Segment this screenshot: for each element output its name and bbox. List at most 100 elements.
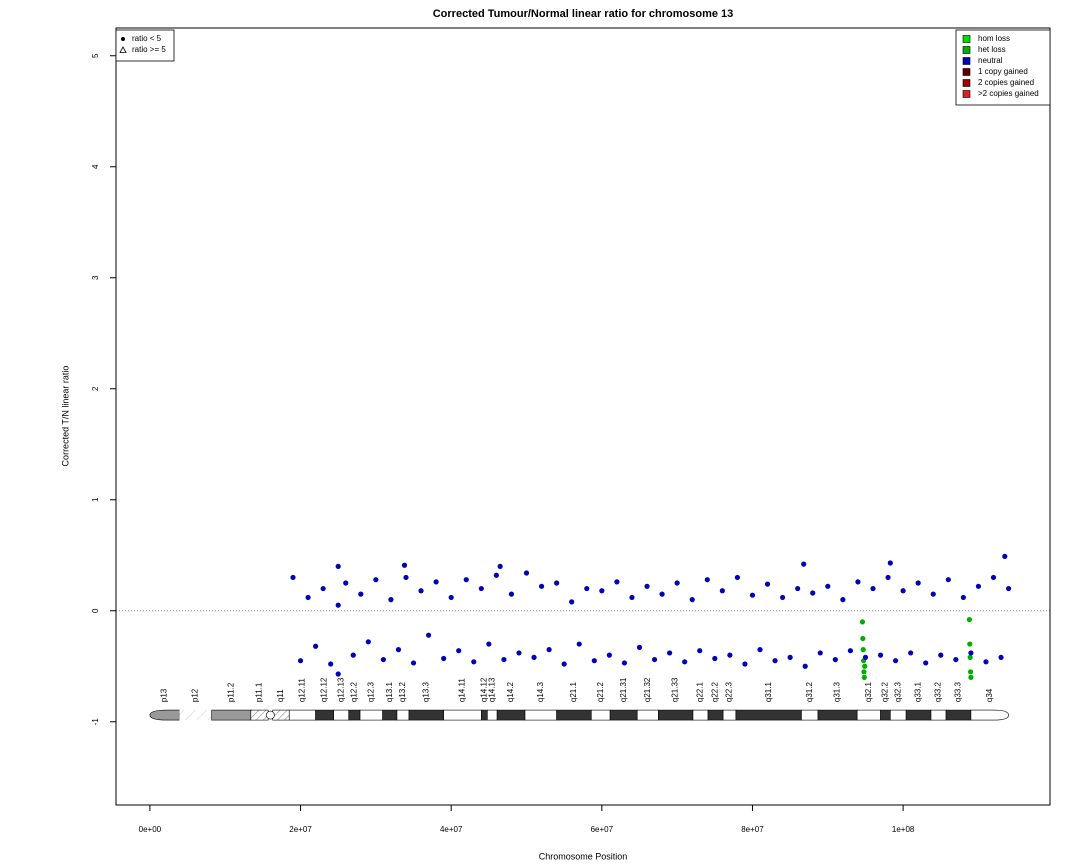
ideogram-band <box>930 709 947 721</box>
ideogram-band <box>382 709 398 721</box>
data-point <box>930 591 936 597</box>
data-point <box>704 577 710 583</box>
data-point <box>810 590 816 596</box>
band-label: q14.12 <box>479 677 488 702</box>
legend-swatch <box>962 35 971 43</box>
data-point <box>305 594 311 601</box>
data-point <box>358 591 364 597</box>
band-label: q12.12 <box>320 677 329 702</box>
band-label: q13.1 <box>385 682 394 703</box>
data-point <box>817 650 823 656</box>
band-label: q11 <box>276 689 285 702</box>
ideogram-band <box>707 709 724 721</box>
band-label: q33.1 <box>914 682 923 703</box>
ideogram-band <box>179 710 212 721</box>
data-point <box>772 658 778 664</box>
data-point <box>538 583 545 589</box>
band-label: q14.3 <box>536 682 545 703</box>
y-tick-label: 5 <box>91 53 100 58</box>
data-point <box>861 669 867 675</box>
ideogram-band <box>149 709 180 721</box>
data-point <box>335 563 341 569</box>
data-point <box>335 671 341 677</box>
data-point <box>967 641 973 647</box>
ideogram-band <box>970 709 1009 721</box>
data-point <box>749 592 756 598</box>
band-label: q22.2 <box>711 682 720 703</box>
data-point <box>497 563 503 569</box>
ideogram-band <box>487 709 498 721</box>
y-tick-label: 0 <box>91 608 100 613</box>
ideogram-band <box>315 709 334 721</box>
data-point <box>659 591 665 597</box>
chart-title: Corrected Tumour/Normal linear ratio for… <box>433 8 734 20</box>
band-label: q22.1 <box>696 682 705 703</box>
data-point <box>403 574 409 581</box>
legend-symbol <box>119 46 127 53</box>
data-point <box>780 594 786 601</box>
data-point <box>938 652 944 658</box>
data-point <box>478 585 484 592</box>
ideogram-band <box>905 709 932 721</box>
data-point <box>328 661 334 667</box>
data-point <box>712 655 718 662</box>
y-tick-label: 1 <box>91 497 100 502</box>
x-tick-label: 1e+08 <box>892 825 915 834</box>
data-point <box>561 661 567 667</box>
data-point <box>651 656 658 663</box>
band-label: q22.3 <box>725 682 734 703</box>
band-label: q31.1 <box>764 682 773 703</box>
data-point <box>764 581 771 587</box>
band-label: q31.2 <box>805 682 814 703</box>
ideogram-band <box>856 709 881 721</box>
ideogram-band <box>272 709 290 721</box>
data-point <box>554 580 560 586</box>
data-point <box>1005 585 1012 592</box>
data-point <box>433 579 439 585</box>
data-point <box>441 655 447 662</box>
ideogram-band <box>250 709 269 721</box>
data-point <box>350 652 356 658</box>
ideogram-band <box>890 709 907 721</box>
data-point <box>968 674 974 680</box>
band-label: q21.2 <box>596 682 605 703</box>
x-tick-label: 4e+07 <box>440 825 463 834</box>
legend-label: neutral <box>978 56 1003 65</box>
data-point <box>825 583 831 589</box>
band-label: q13.3 <box>421 682 430 703</box>
y-tick-label: -1 <box>91 718 100 726</box>
ideogram-band <box>722 709 737 721</box>
data-point <box>870 585 876 592</box>
data-point <box>606 652 612 658</box>
ideogram-band <box>481 709 488 721</box>
legend-box <box>955 29 1051 106</box>
legend-swatch <box>962 46 971 54</box>
x-tick-label: 0e+00 <box>139 825 162 834</box>
band-label: q14.11 <box>458 678 467 702</box>
data-point <box>395 647 402 653</box>
data-point <box>861 674 867 680</box>
data-point <box>682 659 688 665</box>
data-point <box>365 639 371 645</box>
data-point <box>599 588 605 594</box>
data-point <box>456 648 462 654</box>
ideogram-band <box>590 709 611 721</box>
ideogram-band <box>945 709 972 721</box>
data-point <box>313 643 319 649</box>
data-point <box>892 658 899 664</box>
band-label: q32.2 <box>881 682 890 703</box>
data-point <box>425 632 432 638</box>
data-point <box>885 574 891 581</box>
data-point <box>531 654 537 660</box>
data-point <box>855 579 861 585</box>
data-point <box>320 585 326 592</box>
data-point <box>727 652 733 658</box>
data-point <box>290 574 296 581</box>
data-point <box>801 561 807 567</box>
data-point <box>953 656 959 663</box>
y-tick-label: 2 <box>91 386 100 391</box>
ideogram-band <box>636 709 659 721</box>
data-point <box>335 602 341 608</box>
